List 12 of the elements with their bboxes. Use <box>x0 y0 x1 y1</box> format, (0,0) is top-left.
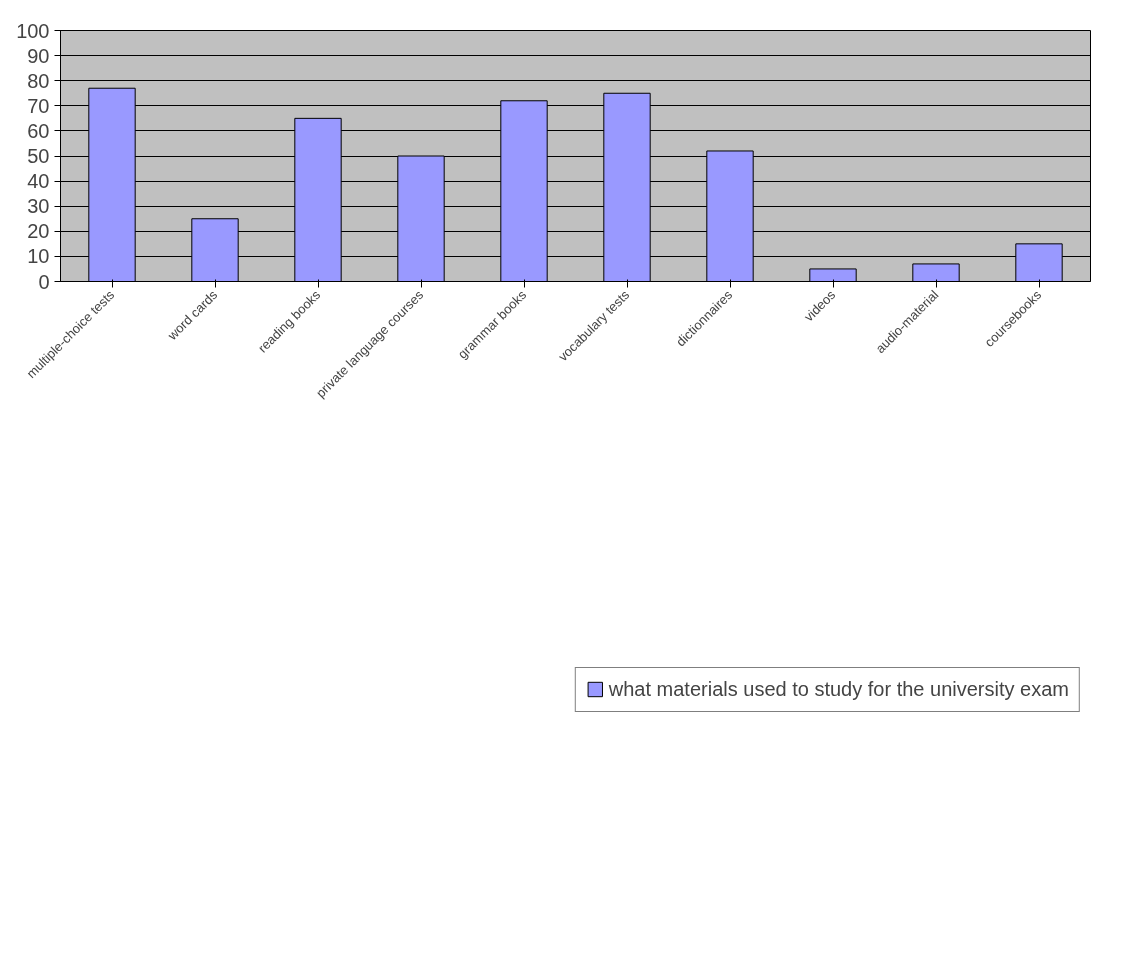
y-tick-label: 20 <box>27 220 50 243</box>
y-tick-label: 80 <box>27 69 50 92</box>
y-tick-label: 40 <box>27 170 50 193</box>
y-tick-label: 30 <box>27 195 50 218</box>
y-tick-label: 50 <box>27 145 50 167</box>
legend-label: what materials used to study for the university exam <box>608 677 1069 701</box>
y-tick-label: 90 <box>27 44 50 67</box>
y-tick-label: 10 <box>27 245 50 268</box>
y-tick-label: 60 <box>27 119 50 142</box>
y-tick-label: 0 <box>38 270 50 293</box>
y-tick-label: 70 <box>27 94 50 117</box>
y-tick-label: 100 <box>16 19 50 42</box>
